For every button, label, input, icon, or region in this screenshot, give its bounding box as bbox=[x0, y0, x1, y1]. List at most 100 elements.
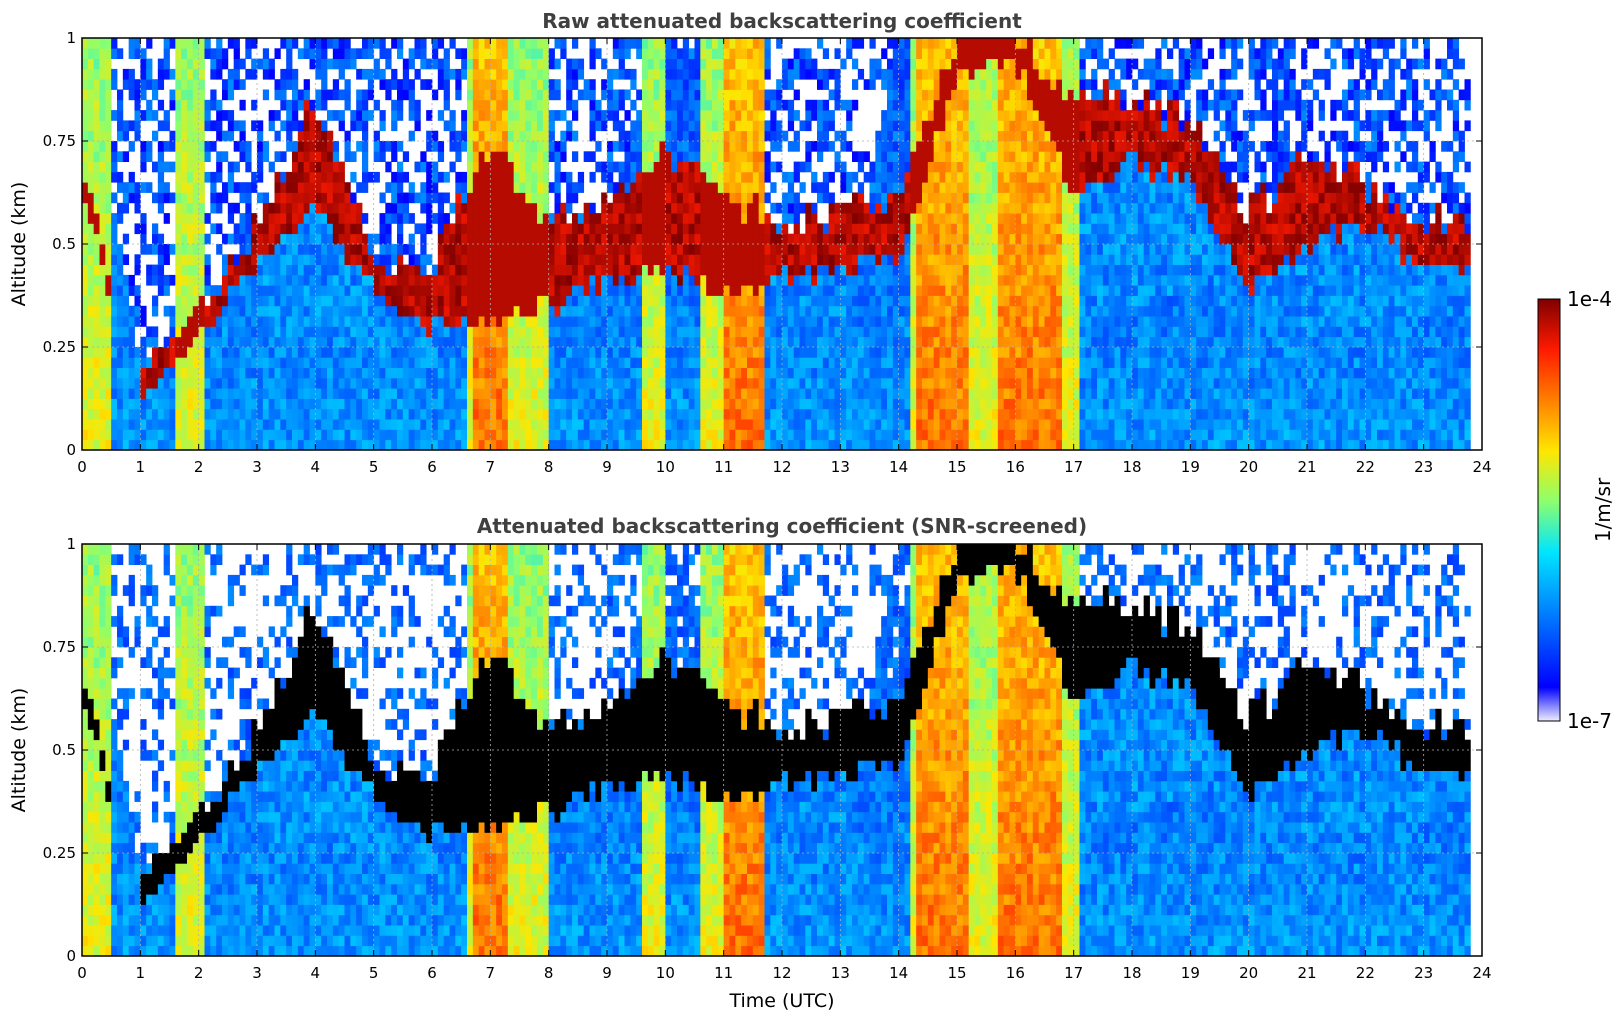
heatmap-cell bbox=[805, 141, 812, 152]
heatmap-cell bbox=[560, 38, 567, 49]
heatmap-cell bbox=[327, 182, 334, 193]
heatmap-cell bbox=[362, 316, 369, 327]
heatmap-cell bbox=[916, 130, 923, 142]
heatmap-cell bbox=[741, 388, 748, 399]
heatmap-cell bbox=[192, 347, 200, 358]
heatmap-cell bbox=[922, 439, 929, 450]
heatmap-cell bbox=[834, 233, 841, 245]
heatmap-cell bbox=[636, 419, 643, 430]
heatmap-cell bbox=[187, 274, 194, 286]
heatmap-cell bbox=[338, 388, 345, 399]
heatmap-cell bbox=[496, 408, 503, 420]
heatmap-cell bbox=[840, 347, 847, 358]
heatmap-cell bbox=[432, 388, 439, 399]
heatmap-cell bbox=[828, 347, 835, 358]
heatmap-cell bbox=[694, 110, 701, 121]
heatmap-cell bbox=[216, 202, 223, 214]
heatmap-cell bbox=[280, 285, 287, 296]
heatmap-cell bbox=[735, 151, 742, 162]
heatmap-cell bbox=[216, 439, 223, 450]
heatmap-cell bbox=[607, 182, 614, 193]
heatmap-cell bbox=[268, 439, 275, 450]
heatmap-cell bbox=[642, 285, 649, 296]
heatmap-cell bbox=[647, 151, 655, 162]
heatmap-cell bbox=[817, 38, 824, 49]
heatmap-cell bbox=[274, 110, 281, 121]
heatmap-cell bbox=[741, 48, 748, 59]
heatmap-cell bbox=[321, 48, 328, 59]
heatmap-cell bbox=[729, 408, 736, 420]
heatmap-cell bbox=[420, 244, 427, 255]
heatmap-cell bbox=[682, 367, 690, 379]
heatmap-cell bbox=[706, 408, 713, 420]
heatmap-cell bbox=[554, 182, 561, 193]
heatmap-cell bbox=[157, 161, 165, 173]
heatmap-cell bbox=[706, 367, 713, 379]
heatmap-cell bbox=[548, 244, 555, 255]
heatmap-cell bbox=[822, 316, 830, 327]
heatmap-cell bbox=[601, 326, 608, 338]
heatmap-cell bbox=[840, 377, 847, 389]
heatmap-cell bbox=[111, 336, 118, 348]
heatmap-cell bbox=[537, 182, 544, 193]
heatmap-cell bbox=[910, 161, 917, 173]
heatmap-cell bbox=[665, 419, 672, 430]
heatmap-cell bbox=[181, 58, 188, 70]
heatmap-cell bbox=[198, 48, 205, 59]
heatmap-cell bbox=[496, 367, 503, 379]
heatmap-cell bbox=[163, 192, 170, 204]
heatmap-cell bbox=[887, 68, 894, 80]
heatmap-cell bbox=[198, 110, 205, 121]
heatmap-cell bbox=[280, 357, 287, 368]
heatmap-cell bbox=[408, 99, 415, 111]
heatmap-cell bbox=[916, 141, 923, 152]
heatmap-cell bbox=[647, 120, 655, 132]
heatmap-cell bbox=[292, 419, 299, 430]
heatmap-cell bbox=[338, 48, 345, 59]
heatmap-cell bbox=[822, 347, 830, 358]
heatmap-cell bbox=[309, 141, 316, 152]
heatmap-cell bbox=[653, 357, 660, 368]
heatmap-cell bbox=[262, 213, 270, 224]
heatmap-cell bbox=[875, 254, 882, 265]
heatmap-cell bbox=[152, 367, 159, 379]
heatmap-cell bbox=[659, 120, 666, 132]
heatmap-cell bbox=[385, 79, 392, 90]
heatmap-cell bbox=[595, 377, 602, 389]
heatmap-cell bbox=[537, 285, 544, 296]
heatmap-cell bbox=[210, 182, 217, 193]
heatmap-cell bbox=[857, 398, 865, 410]
heatmap-cell bbox=[682, 79, 690, 90]
heatmap-cell bbox=[671, 367, 678, 379]
heatmap-cell bbox=[636, 233, 643, 245]
heatmap-cell bbox=[910, 89, 917, 101]
heatmap-cell bbox=[117, 295, 124, 307]
heatmap-cell bbox=[455, 192, 462, 204]
heatmap-cell bbox=[852, 151, 859, 162]
heatmap-cell bbox=[502, 161, 509, 173]
heatmap-cell bbox=[706, 110, 713, 121]
heatmap-cell bbox=[583, 223, 590, 235]
heatmap-cell bbox=[204, 285, 211, 296]
heatmap-cell bbox=[665, 316, 672, 327]
heatmap-cell bbox=[857, 347, 865, 358]
heatmap-cell bbox=[560, 48, 567, 59]
heatmap-cell bbox=[566, 182, 573, 193]
heatmap-cell bbox=[665, 99, 672, 111]
heatmap-cell bbox=[735, 223, 742, 235]
heatmap-cell bbox=[531, 213, 538, 224]
heatmap-cell bbox=[82, 161, 89, 173]
heatmap-cell bbox=[204, 357, 211, 368]
heatmap-cell bbox=[665, 213, 672, 224]
heatmap-cell bbox=[449, 274, 456, 286]
heatmap-cell bbox=[122, 398, 130, 410]
heatmap-cell bbox=[414, 367, 421, 379]
heatmap-cell bbox=[274, 336, 281, 348]
heatmap-cell bbox=[764, 367, 771, 379]
heatmap-cell bbox=[467, 274, 474, 286]
heatmap-cell bbox=[846, 99, 853, 111]
heatmap-cell bbox=[542, 316, 550, 327]
heatmap-cell bbox=[122, 326, 130, 338]
heatmap-cell bbox=[846, 223, 853, 235]
heatmap-cell bbox=[292, 151, 299, 162]
